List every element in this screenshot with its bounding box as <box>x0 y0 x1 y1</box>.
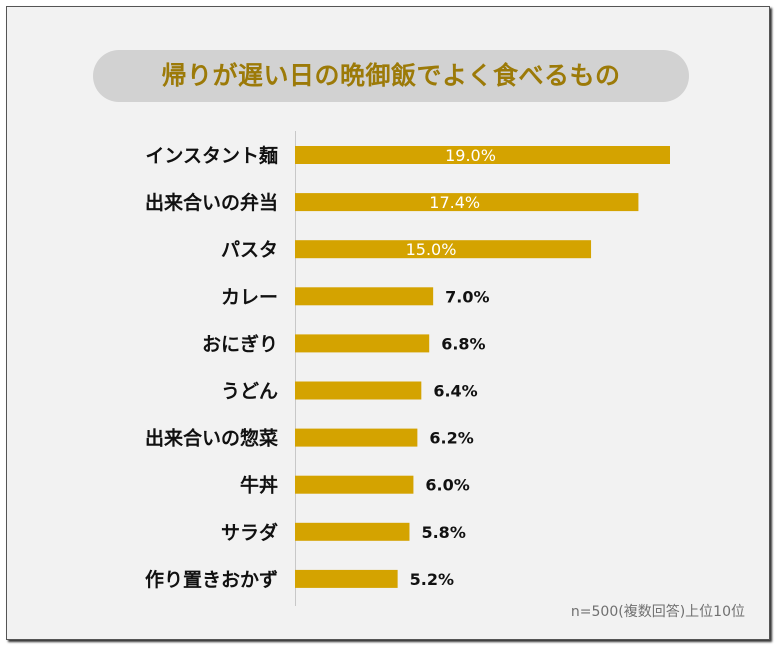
value-label: 6.2% <box>429 429 473 448</box>
bar <box>295 146 670 164</box>
chart-title: 帰りが遅い日の晩御飯でよく食べるもの <box>93 50 689 102</box>
value-label: 6.8% <box>441 334 485 353</box>
category-label: インスタント麺 <box>145 144 278 167</box>
category-label: カレー <box>221 286 278 308</box>
category-label: 出来合いの弁当 <box>145 191 278 214</box>
category-label: サラダ <box>221 521 278 544</box>
category-label: パスタ <box>221 239 278 261</box>
bar <box>295 428 418 447</box>
category-label: 出来合いの惣菜 <box>145 427 278 450</box>
sample-note: n=500(複数回答)上位10位 <box>570 604 745 620</box>
bar <box>295 334 430 353</box>
bar <box>295 381 422 400</box>
value-label: 15.0% <box>406 240 457 259</box>
value-label: 7.0% <box>445 287 489 306</box>
category-label: うどん <box>221 381 278 403</box>
value-label: 19.0% <box>445 146 496 165</box>
value-label: 5.8% <box>421 523 465 542</box>
category-label: 作り置きおかず <box>145 568 278 591</box>
value-label: 5.2% <box>410 570 454 589</box>
value-label: 6.4% <box>433 382 477 401</box>
category-label: おにぎり <box>202 332 278 355</box>
bar <box>295 569 398 588</box>
value-label: 6.0% <box>425 476 469 495</box>
bar <box>295 193 639 212</box>
y-axis-line <box>295 131 296 606</box>
bar <box>295 240 592 259</box>
category-label: 牛丼 <box>240 474 278 497</box>
bar <box>295 287 434 306</box>
value-label: 17.4% <box>429 193 480 212</box>
bar <box>295 475 414 494</box>
bar <box>295 522 410 541</box>
